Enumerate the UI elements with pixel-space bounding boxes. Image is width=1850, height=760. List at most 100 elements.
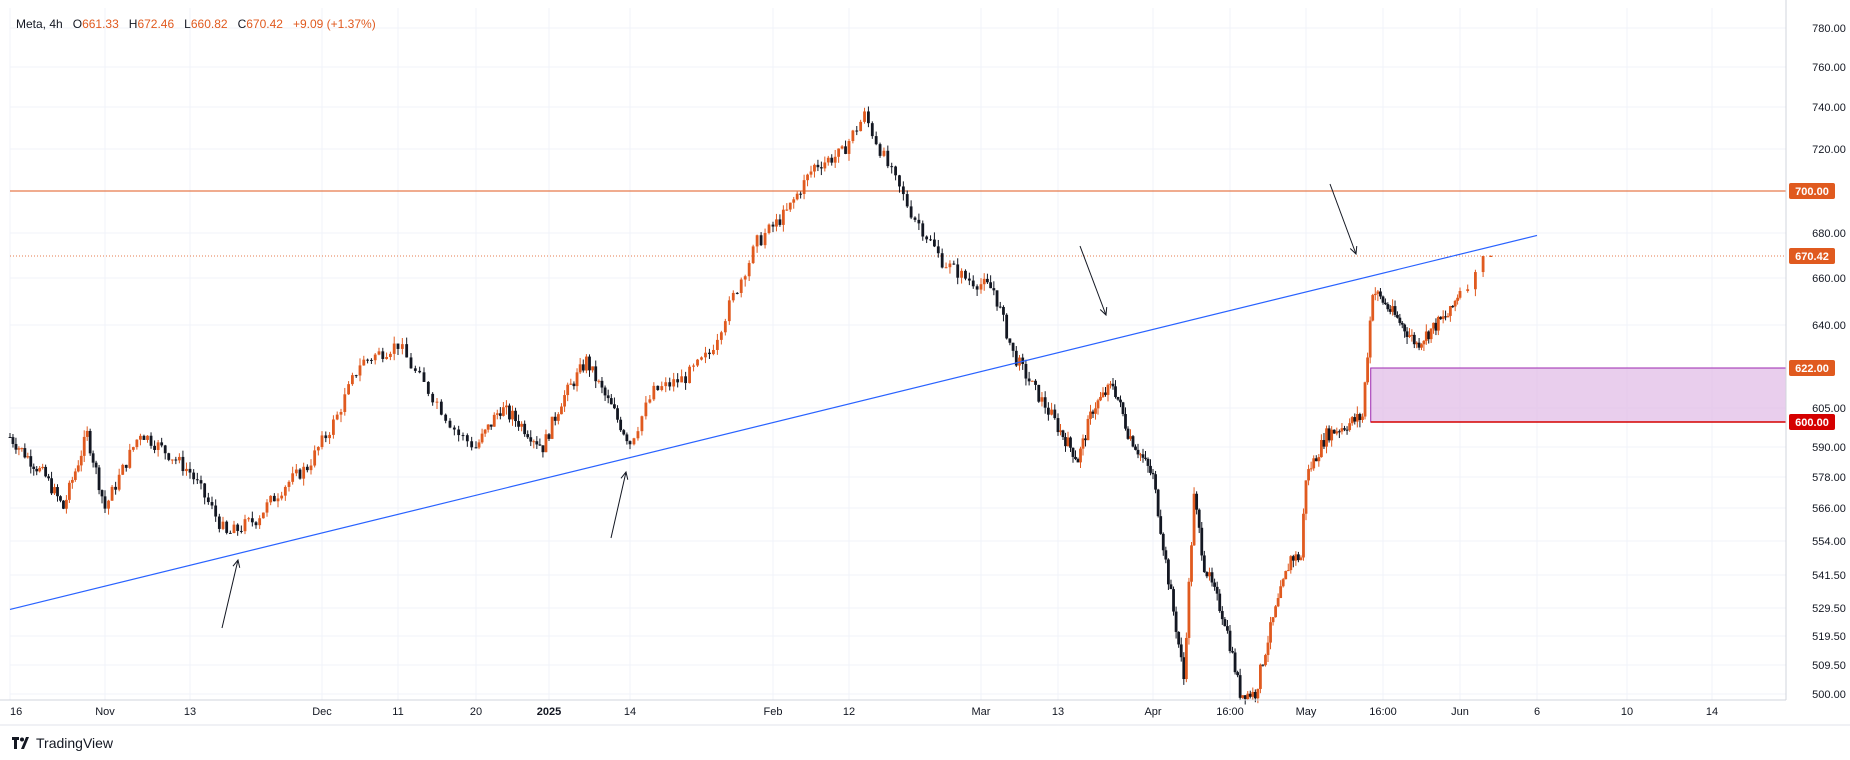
candle-body [886,150,890,167]
time-tick-label: May [1296,706,1317,718]
candle-body [813,164,816,172]
candle-body [680,376,684,383]
candle-body [948,263,952,268]
annotation-arrowhead [620,470,629,480]
candle-body [735,292,739,294]
candle-body [847,141,851,154]
candle-body [452,427,456,430]
candle-body [603,387,607,396]
candle-body [291,473,295,482]
low-label: L [184,17,191,31]
candle-body [1106,384,1110,395]
candle-body [1371,295,1375,321]
candle-body [622,430,626,435]
candle-body [1119,399,1122,403]
annotation-arrow-up [221,559,239,629]
candle-body [763,232,767,246]
candle-body [1246,693,1250,700]
candle-body [1304,480,1308,514]
price-tick-label: 780.00 [1812,23,1846,35]
candle-body [1345,429,1349,431]
candle-body [1429,328,1433,340]
candle-body [619,419,623,431]
candle-body [457,429,461,436]
candle-body [640,416,644,432]
candle-body [992,288,996,291]
candle-body [370,359,373,361]
candle-body [35,468,39,472]
candle-body [1236,672,1239,676]
candle-body [1332,429,1336,434]
candle-body [1286,570,1290,572]
candle-body [47,476,50,479]
candle-body [302,466,306,479]
candle-body [1317,457,1321,462]
candle-body [816,164,820,168]
candle-body [1453,300,1457,307]
candle-body [1466,289,1470,292]
candle-body [606,395,610,399]
candle-body [851,130,855,142]
candle-body [1441,316,1445,320]
high-label: H [128,17,138,31]
symbol-label[interactable]: Meta, 4h [16,17,63,31]
candle-body [294,469,298,474]
price-tag-label: 700.00 [1795,186,1829,198]
candle-body [1353,417,1357,422]
candle-body [616,408,619,420]
tradingview-logo[interactable]: TradingView [12,733,113,753]
price-tag-label: 670.42 [1795,251,1829,263]
candle-body [495,413,499,415]
candle-body [1205,572,1209,577]
candle-body [265,502,269,513]
candle-body [94,462,98,468]
candle-body [1144,457,1147,459]
candle-body [917,219,921,224]
candle-body [448,420,452,428]
price-tick-label: 605.00 [1812,403,1846,415]
candle-body [1195,493,1199,510]
candle-body [1005,314,1009,339]
candle-body [874,136,878,145]
candle-body [591,366,595,371]
candle-body [1398,317,1402,323]
candle-body [1151,472,1155,475]
candle-body [1489,256,1493,257]
candle-body [124,464,128,468]
candle-body [1444,316,1447,318]
candle-body [492,414,496,427]
candle-body [1200,527,1204,556]
candle-body [1420,344,1423,348]
candle-body [692,365,695,367]
candle-body [139,435,142,440]
candle-body [107,500,110,509]
time-tick-label: 20 [470,706,482,718]
candle-body [1432,322,1435,329]
candle-body [232,524,236,534]
high-value: 672.46 [137,17,175,31]
candle-body [1008,338,1012,343]
candle-body [964,270,967,279]
candle-body [247,518,251,520]
candle-body [778,219,782,225]
candle-body [613,404,616,409]
candle-body [185,468,188,472]
candle-body [656,385,660,391]
candle-body [1111,383,1115,387]
candle-body [508,405,511,420]
candle-body [1337,431,1341,433]
horizontal-lines [10,190,1786,257]
candle-body [486,424,490,430]
candles [8,106,1493,705]
candle-body [1327,428,1331,441]
candle-body [135,439,139,448]
candle-body [998,306,1002,308]
candle-body [1040,397,1044,402]
candle-body [1192,493,1196,546]
candle-body [121,464,125,475]
candle-body [556,414,560,421]
candle-body [1064,437,1067,447]
candle-body [1034,380,1037,385]
candle-body [1099,396,1102,401]
